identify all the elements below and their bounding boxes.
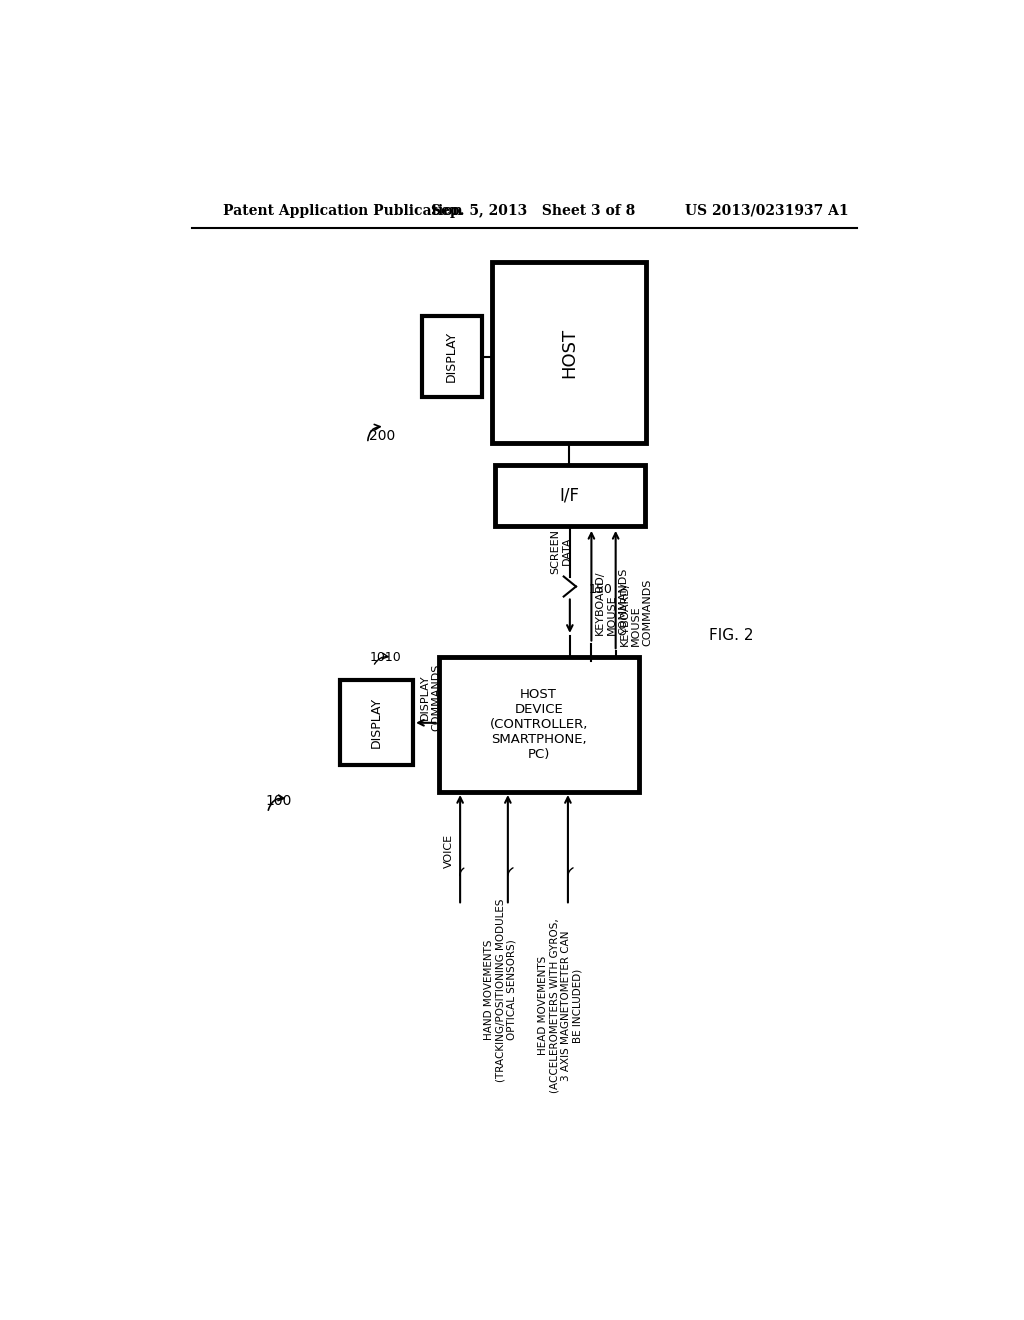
Bar [340,681,413,766]
Text: US 2013/0231937 A1: US 2013/0231937 A1 [685,203,849,218]
Text: DISPLAY: DISPLAY [445,331,458,383]
Bar [493,263,646,444]
Text: 100: 100 [265,795,292,808]
Text: 200: 200 [370,429,395,442]
Text: SCREEN
DATA: SCREEN DATA [550,528,571,574]
Text: HAND MOVEMENTS
(TRACKING/POSITIONING MODULES
OPTICAL SENSORS): HAND MOVEMENTS (TRACKING/POSITIONING MOD… [483,898,517,1082]
Text: KEYBOARD/
MOUSE
COMMANDS: KEYBOARD/ MOUSE COMMANDS [595,568,629,635]
Bar [422,317,481,397]
Text: HEAD MOVEMENTS
(ACCELEROMETERS WITH GYROS,
3 AXIS MAGNETOMETER CAN
BE INCLUDED): HEAD MOVEMENTS (ACCELEROMETERS WITH GYRO… [538,917,583,1093]
Bar [495,465,645,527]
Text: DISPLAY
COMMANDS: DISPLAY COMMANDS [420,664,441,731]
Text: Patent Application Publication: Patent Application Publication [223,203,463,218]
Text: FIG. 2: FIG. 2 [709,628,754,643]
Text: KEYBOARD/
MOUSE
COMMANDS: KEYBOARD/ MOUSE COMMANDS [620,579,652,647]
Bar [438,657,639,792]
Text: HOST: HOST [560,327,579,378]
Text: VOICE: VOICE [444,834,454,869]
Text: 1010: 1010 [370,651,401,664]
Text: 150: 150 [589,583,613,597]
Text: Sep. 5, 2013   Sheet 3 of 8: Sep. 5, 2013 Sheet 3 of 8 [431,203,635,218]
Text: DISPLAY: DISPLAY [370,697,383,748]
Text: HOST
DEVICE
(CONTROLLER,
SMARTPHONE,
PC): HOST DEVICE (CONTROLLER, SMARTPHONE, PC) [489,688,588,762]
Text: I/F: I/F [560,487,580,504]
